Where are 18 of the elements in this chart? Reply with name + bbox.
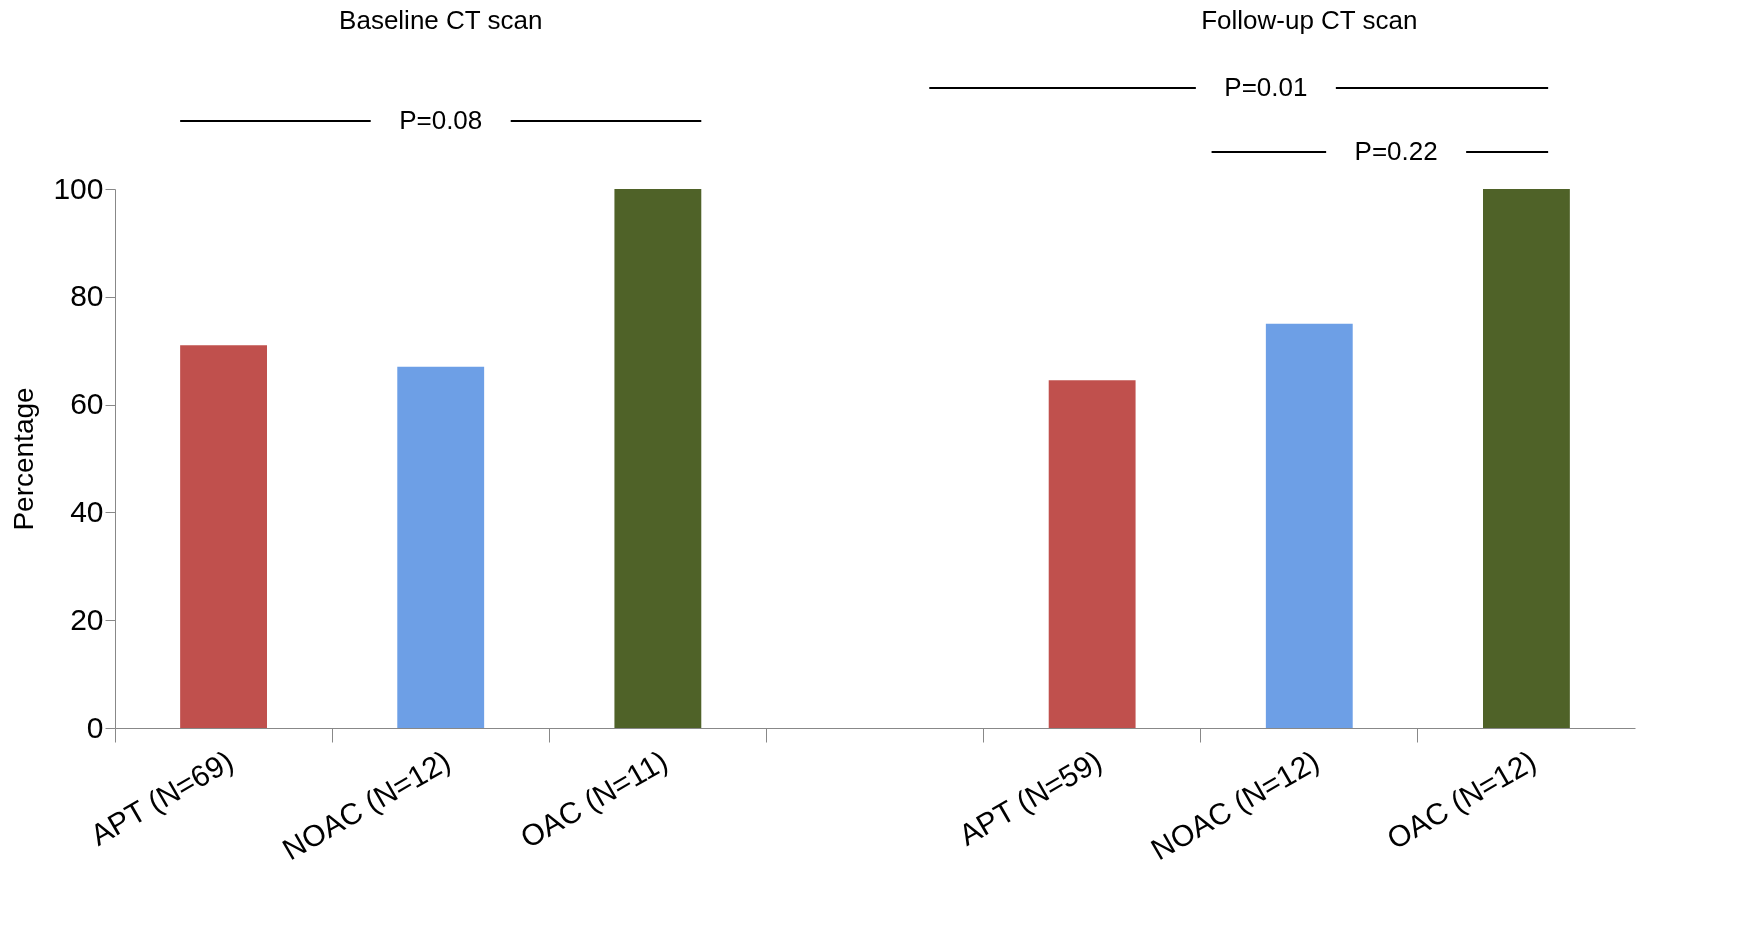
y-tick-label: 100 [53,171,104,205]
text: P=0.22 [1354,136,1438,166]
text: Follow-up CT scan [1201,5,1418,35]
y-tick-label: 20 [70,602,104,636]
text: Baseline CT scan [339,5,543,35]
text: P=0.08 [399,105,483,135]
bar [1483,189,1570,728]
bar [397,366,485,728]
y-tick-label: 80 [70,279,104,313]
bar [614,189,702,728]
y-tick-label: 60 [70,387,104,421]
y-tick-label: 0 [86,710,104,744]
bar [1048,380,1136,728]
bar [1265,323,1353,728]
text: P=0.01 [1224,72,1308,102]
bar [180,345,267,728]
y-axis-title: Percentage [8,387,40,531]
y-tick-label: 40 [70,494,104,528]
